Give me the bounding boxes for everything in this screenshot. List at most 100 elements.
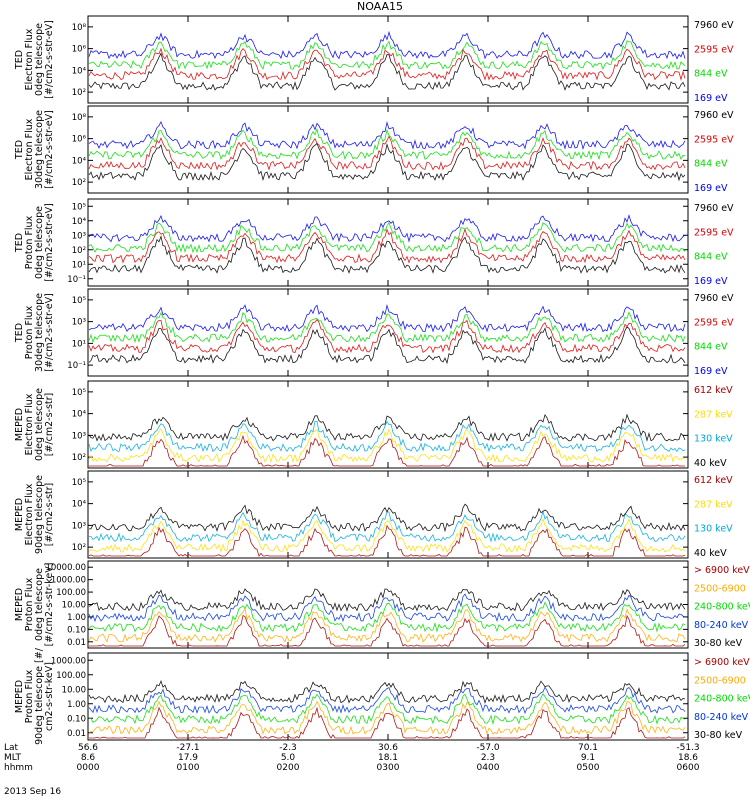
y-tick-label: 10⁴ xyxy=(72,217,87,227)
footer-hhmm-value: 0400 xyxy=(477,763,500,773)
panel-frame xyxy=(87,560,689,649)
series-trace xyxy=(88,318,686,354)
y-tick-label: 1.00 xyxy=(67,613,86,623)
y-axis-label-line: 30deg telescope xyxy=(34,293,45,372)
legend-entry: 2595 eV xyxy=(694,317,734,328)
series-trace xyxy=(88,235,686,274)
y-axis-label-line: 90deg telescope [#/ xyxy=(34,647,45,745)
legend-entry: 169 eV xyxy=(694,276,728,287)
y-tick-label: 10³ xyxy=(72,431,86,441)
footer-hhmm-value: 0200 xyxy=(277,763,300,773)
footer-lat-value: -2.3 xyxy=(279,743,297,753)
y-axis-label-line: [#/cm2-s-str-eV] xyxy=(44,110,55,189)
y-tick-label: 10⁸ xyxy=(72,113,87,123)
y-axis-label-line: TED xyxy=(14,140,25,160)
series-trace xyxy=(88,607,686,643)
series-trace xyxy=(88,413,686,442)
footer-hhmm-value: 0500 xyxy=(577,763,600,773)
y-tick-label: 10¹ xyxy=(72,260,86,270)
footer-mlt-value: 9.1 xyxy=(581,753,595,763)
panel-frame xyxy=(87,288,689,377)
y-tick-label: 10⁶ xyxy=(72,45,87,55)
series-trace xyxy=(88,588,686,612)
series-trace xyxy=(88,420,686,453)
y-tick-label: 10⁶ xyxy=(72,135,87,145)
footer-lat-value: -27.1 xyxy=(176,743,199,753)
footer-lat-value: 30.6 xyxy=(378,743,398,753)
y-axis-label: MEPEDProton Flux90deg telescope [#/cm2-s… xyxy=(14,647,55,745)
legend-entry: 80-240 keV xyxy=(694,620,749,631)
series-trace xyxy=(88,227,686,264)
y-tick-label: 10.00 xyxy=(62,601,86,611)
series-trace xyxy=(88,52,686,91)
footer-mlt-value: 5.0 xyxy=(281,753,296,763)
legend-entry: 80-240 keV xyxy=(694,712,749,723)
series-trace xyxy=(88,221,686,254)
y-axis-label-line: Proton Flux xyxy=(24,215,35,269)
footer-hhmm-value: 0100 xyxy=(177,763,200,773)
series-trace xyxy=(88,30,686,60)
panel-1: 10² 10⁴ 10⁶ 10⁸ TEDElectron Flux0deg telesco… xyxy=(14,15,734,104)
legend-entry: 2500-6900 xyxy=(694,583,746,594)
series-trace xyxy=(89,706,686,739)
legend-entry: 287 keV xyxy=(694,409,733,420)
y-axis-label: MEPEDElectron Flux90deg telescope[#/cm2-… xyxy=(14,475,55,554)
series-trace xyxy=(88,326,686,365)
y-tick-label: 10⁴ xyxy=(72,156,87,166)
legend-entry: 130 keV xyxy=(694,434,733,445)
panel-8: 0.010.101.0010.00100.001000.00MEPEDProto… xyxy=(14,647,750,745)
y-tick-label: 0.10 xyxy=(67,714,86,724)
y-tick-label: 10000.00 xyxy=(45,563,86,573)
y-tick-label: 10⁻¹ xyxy=(67,361,86,371)
y-tick-label: 100.00 xyxy=(56,671,86,681)
panel-5: 10² 10³ 10⁴ 10⁵ MEPEDElectron Flux0deg teles… xyxy=(14,380,733,469)
y-tick-label: 0.01 xyxy=(67,638,86,648)
series-trace xyxy=(88,503,686,533)
panel-6: 10² 10³ 10⁴ 10⁵ MEPEDElectron Flux90deg tele… xyxy=(14,470,733,559)
legend-entry: 7960 eV xyxy=(694,293,734,304)
y-tick-label: 10³ xyxy=(72,318,86,328)
y-tick-label: 10⁸ xyxy=(72,23,87,33)
legend-entry: 844 eV xyxy=(694,252,728,263)
legend-entry: 612 keV xyxy=(694,385,733,396)
footer-row-label: MLT xyxy=(4,753,22,763)
series-trace xyxy=(88,40,686,70)
y-tick-label: 10² xyxy=(72,543,86,553)
y-axis-label-line: MEPED xyxy=(14,408,25,441)
legend-entry: 7960 eV xyxy=(694,110,734,121)
panel-4: 10⁻¹ 10¹ 10³ 10⁵ TEDProton Flux30deg telesco… xyxy=(14,288,734,377)
legend-entry: 30-80 keV xyxy=(694,730,743,741)
y-tick-label: 10⁴ xyxy=(72,500,87,510)
y-axis-label: TEDElectron Flux0deg telescope[#/cm2-s-s… xyxy=(14,20,55,99)
series-trace xyxy=(88,303,686,333)
y-tick-label: 10² xyxy=(72,178,86,188)
date-label: 2013 Sep 16 xyxy=(4,787,61,797)
footer-mlt-value: 2.3 xyxy=(481,753,495,763)
panel-2: 10² 10⁴ 10⁶ 10⁸ TEDElectron Flux30deg telesc… xyxy=(14,105,734,194)
legend-entry: 130 keV xyxy=(694,524,733,535)
y-axis-label-line: Electron Flux xyxy=(24,393,35,455)
y-axis-label-line: MEPED xyxy=(14,680,25,713)
y-axis-label-line: 0deg telescope xyxy=(34,23,45,96)
y-axis-label: MEPEDElectron Flux0deg telescope[#/cm2-s… xyxy=(14,388,55,461)
panel-3: 10⁻¹ 10¹ 10² 10³ 10⁴ 10⁵ TEDProton Flux0deg te… xyxy=(14,198,734,287)
y-axis-label-line: 0deg telescope xyxy=(34,206,45,279)
footer-mlt-value: 18.6 xyxy=(678,753,698,763)
figure-title: NOAA15 xyxy=(357,0,403,13)
y-axis-label-line: [#/cm2-s-str] xyxy=(44,483,55,546)
panel-frame xyxy=(87,470,689,559)
y-tick-label: 10⁴ xyxy=(72,410,87,420)
y-axis-label-line: TED xyxy=(14,323,25,343)
legend-entry: 2595 eV xyxy=(694,227,734,238)
legend-entry: 169 eV xyxy=(694,366,728,377)
y-tick-label: 10² xyxy=(72,453,86,463)
legend-entry: 7960 eV xyxy=(694,203,734,214)
y-axis-label: MEPEDProton Flux0deg telescope[#/cm2-s-s… xyxy=(14,563,55,647)
y-axis-label-line: [#/cm2-s-str-eV] xyxy=(44,293,55,372)
series-trace xyxy=(88,127,686,161)
y-axis-label: TEDProton Flux30deg telescope[#/cm2-s-st… xyxy=(14,293,55,372)
y-tick-label: 10.00 xyxy=(62,685,86,695)
y-tick-label: 10⁵ xyxy=(72,478,86,488)
y-tick-label: 100.00 xyxy=(56,588,86,598)
